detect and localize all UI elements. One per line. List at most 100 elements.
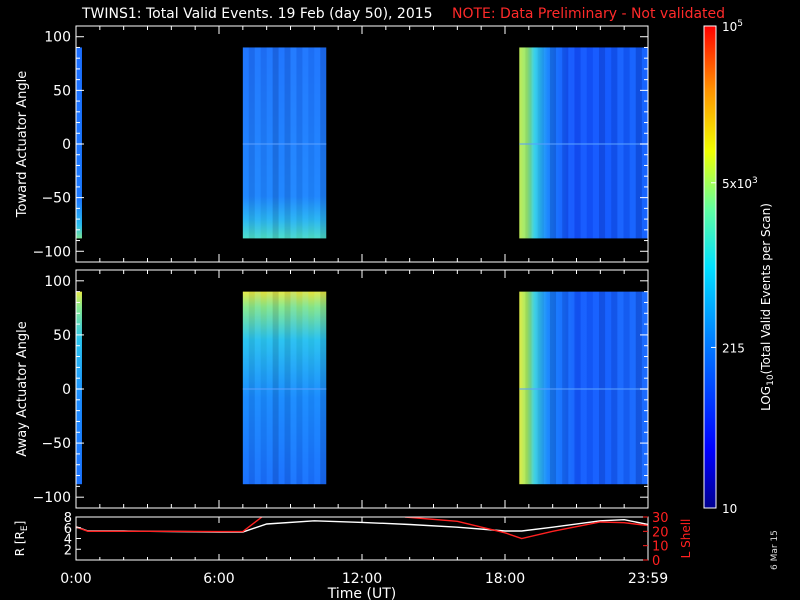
y-tick-label: 100 [44, 30, 71, 46]
data-block-texture [629, 47, 636, 239]
data-block [76, 47, 82, 239]
x-tick-label: 23:59 [628, 571, 668, 587]
data-block-texture [266, 291, 273, 485]
data-block-texture [531, 291, 538, 485]
data-block [519, 47, 648, 239]
data-block-texture [549, 47, 557, 239]
data-block-texture [574, 291, 581, 485]
data-block [76, 291, 82, 485]
data-block-texture [568, 47, 575, 239]
data-block-texture [525, 47, 532, 239]
date-stamp: 6 Mar 15 [770, 530, 780, 570]
r-tick-label: 6 [64, 522, 72, 537]
data-block-texture [296, 291, 303, 485]
data-block-texture [586, 47, 593, 239]
data-block [242, 47, 327, 239]
y-tick-label: 50 [53, 83, 71, 99]
orbit-frame [75, 516, 649, 561]
data-block-texture [556, 47, 563, 239]
x-tick-label: 0:00 [60, 571, 91, 587]
colorbar-tick-label: 10 [722, 502, 737, 516]
lshell-tick-label: 20 [652, 525, 669, 540]
data-block-texture [605, 47, 612, 239]
data-block-texture [605, 291, 612, 485]
data-block-texture [314, 47, 321, 239]
x-tick-label: 18:00 [485, 571, 525, 587]
data-block-texture [76, 291, 82, 485]
data-block-texture [574, 47, 581, 239]
data-block-texture [302, 47, 309, 239]
data-block-texture [537, 47, 544, 239]
away-panel: 100 50 0 −50 −100 Away Actuator Angle [15, 269, 649, 509]
data-block-texture [617, 47, 624, 239]
data-block-texture [598, 47, 606, 239]
data-block-texture [314, 291, 321, 485]
data-block-texture [635, 47, 642, 239]
data-block-texture [623, 47, 630, 239]
data-block-texture [260, 47, 267, 239]
r-tick-label: 2 [64, 543, 72, 558]
data-block-texture [537, 291, 544, 485]
data-block-texture [290, 291, 297, 485]
lshell-axis-label: L Shell [679, 519, 693, 559]
y-tick-label: 50 [53, 328, 71, 344]
data-block-texture [248, 47, 255, 239]
data-block-texture [556, 291, 563, 485]
data-block-texture [519, 291, 526, 485]
colorbar: 105 5x103 215 10 LOG10(Total Valid Events pe… [703, 19, 776, 516]
y-tick-label: −50 [41, 191, 71, 207]
y-tick-label: 0 [62, 137, 71, 153]
y-axis-label: Toward Actuator Angle [15, 71, 30, 218]
r-tick-label: 8 [64, 511, 72, 526]
x-tick-label: 12:00 [342, 571, 382, 587]
data-block-texture [531, 47, 538, 239]
y-tick-label: −100 [33, 244, 71, 260]
chart-title: TWINS1: Total Valid Events. 19 Feb (day … [82, 6, 433, 22]
data-block-texture [543, 291, 550, 485]
toward-panel: 100 50 0 −50 −100 Toward Actuator Angle [15, 25, 649, 263]
data-block-texture [272, 291, 279, 485]
data-block-texture [611, 47, 618, 239]
data-block-texture [278, 47, 285, 239]
data-block-texture [598, 291, 606, 485]
data-block-texture [592, 47, 599, 239]
data-block-texture [617, 291, 624, 485]
data-block-texture [284, 47, 291, 239]
data-block-texture [635, 291, 642, 485]
data-block-texture [320, 47, 327, 239]
data-block-texture [272, 47, 279, 239]
data-block-texture [254, 47, 261, 239]
lshell-series-line [76, 517, 263, 533]
data-block-texture [266, 47, 273, 239]
data-block-texture [296, 47, 303, 239]
data-block-texture [611, 291, 618, 485]
data-block-texture [242, 47, 249, 239]
lshell-tick-label: 30 [652, 511, 669, 526]
x-axis-label: Time (UT) [327, 586, 396, 600]
colorbar-scale [703, 25, 717, 509]
data-block-texture [586, 291, 593, 485]
preliminary-note: NOTE: Data Preliminary - Not validated [452, 6, 726, 22]
data-block-texture [248, 291, 255, 485]
colorbar-tick-label: 215 [722, 341, 745, 355]
lshell-tick-label: 0 [652, 554, 660, 569]
data-block-texture [568, 291, 575, 485]
data-block-texture [242, 291, 249, 485]
y-tick-label: 100 [44, 274, 71, 290]
y-axis-label: Away Actuator Angle [15, 321, 30, 456]
data-block-texture [284, 291, 291, 485]
data-block-texture [629, 291, 636, 485]
data-block-texture [308, 47, 315, 239]
data-block-texture [623, 291, 630, 485]
data-block [242, 291, 327, 485]
data-block-texture [320, 291, 327, 485]
data-block-texture [260, 291, 267, 485]
data-block-texture [641, 47, 648, 239]
r-tick-label: 4 [64, 533, 72, 548]
y-tick-label: −50 [41, 436, 71, 452]
colorbar-tick-label: 5x103 [722, 176, 758, 191]
data-block-texture [543, 47, 550, 239]
data-block-texture [278, 291, 285, 485]
